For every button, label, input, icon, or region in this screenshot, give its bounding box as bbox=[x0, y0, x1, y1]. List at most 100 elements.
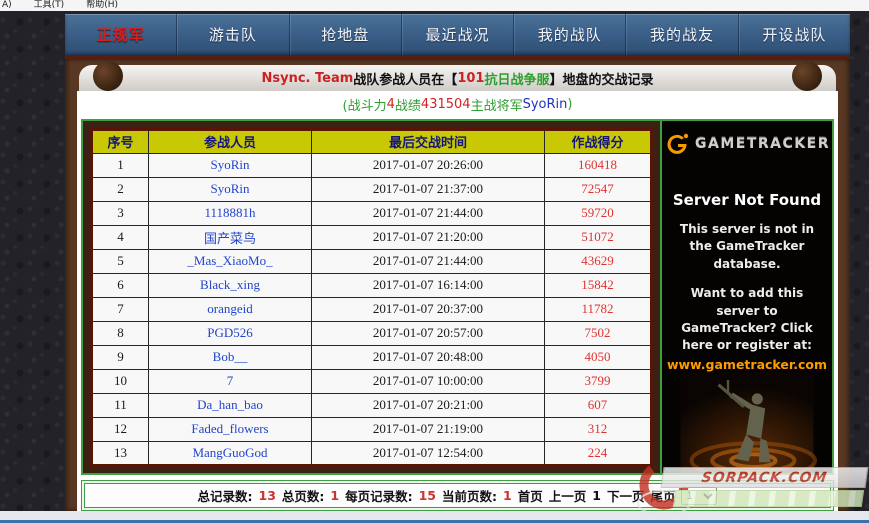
table-row: 10 7 2017-01-07 10:00:00 3799 bbox=[91, 368, 652, 394]
cell-player: SyoRin bbox=[148, 176, 312, 202]
cell-player: Bob__ bbox=[148, 344, 312, 370]
cell-score: 51072 bbox=[544, 224, 652, 250]
table-row: 4 国产菜鸟 2017-01-07 21:20:00 51072 bbox=[91, 224, 652, 250]
nav-tab-最近战况[interactable]: 最近战况 bbox=[400, 14, 513, 56]
score-value: 607 bbox=[587, 397, 608, 412]
table-body: 1 SyoRin 2017-01-07 20:26:00 160418 2 SyoRin 2… bbox=[91, 152, 652, 466]
table-row: 5 _Mas_XiaoMo_ 2017-01-07 21:44:00 43629 bbox=[91, 248, 652, 274]
player-name-link[interactable]: Da_han_bao bbox=[197, 397, 263, 412]
cell-score: 607 bbox=[544, 392, 652, 418]
player-name-link[interactable]: SyoRin bbox=[210, 181, 250, 196]
cell-time: 2017-01-07 21:37:00 bbox=[311, 176, 545, 202]
menu-item-0[interactable]: A) bbox=[2, 0, 12, 10]
cell-player: MangGuoGod bbox=[148, 440, 312, 466]
cell-score: 43629 bbox=[544, 248, 652, 274]
pagination-link-4[interactable]: 尾页 bbox=[650, 489, 676, 504]
pagination-link-2[interactable]: 1 bbox=[592, 488, 601, 503]
score-value: 43629 bbox=[581, 253, 614, 268]
cell-score: 4050 bbox=[544, 344, 652, 370]
cell-player: PGD526 bbox=[148, 320, 312, 346]
score-value: 312 bbox=[587, 421, 608, 436]
menu-item-2[interactable]: 帮助(H) bbox=[86, 0, 118, 10]
table-row: 9 Bob__ 2017-01-07 20:48:00 4050 bbox=[91, 344, 652, 370]
cell-score: 72547 bbox=[544, 176, 652, 202]
cell-player: 国产菜鸟 bbox=[148, 224, 312, 250]
cell-time: 2017-01-07 20:57:00 bbox=[311, 320, 545, 346]
player-name-link[interactable]: MangGuoGod bbox=[192, 444, 268, 460]
nav-tab-开设战队[interactable]: 开设战队 bbox=[737, 14, 850, 56]
table-row: 7 orangeid 2017-01-07 20:37:00 11782 bbox=[91, 296, 652, 322]
ad-line1: This server is not in the GameTracker da… bbox=[679, 222, 815, 271]
table-header-row: 序号 参战人员 最后交战时间 作战得分 bbox=[91, 128, 652, 154]
player-name-link[interactable]: _Mas_XiaoMo_ bbox=[187, 253, 273, 268]
cell-seq: 4 bbox=[91, 224, 149, 250]
cell-seq: 10 bbox=[91, 368, 149, 394]
nav-bar: 正规军 游击队 抢地盘 最近战况 我的战队 我的战友 开设战队 bbox=[65, 14, 850, 56]
score-value: 51072 bbox=[581, 229, 614, 244]
stats-part-1: 4 bbox=[386, 96, 395, 112]
cell-seq: 2 bbox=[91, 176, 149, 202]
cell-seq: 5 bbox=[91, 248, 149, 274]
player-name-link[interactable]: SyoRin bbox=[210, 157, 250, 172]
browser-menubar: A) 工具(T) 帮助(H) bbox=[0, 0, 869, 11]
nav-tab-正规军[interactable]: 正规军 bbox=[96, 26, 145, 45]
cell-time: 2017-01-07 10:00:00 bbox=[311, 368, 545, 394]
pagination-stat-value-2: 15 bbox=[418, 488, 437, 503]
panel-body: (战斗力 4 战绩 431504 主战将军 SyoRin) 序号 参战人员 最后交战时间作… bbox=[77, 91, 838, 511]
nav-tab-抢地盘[interactable]: 抢地盘 bbox=[288, 14, 401, 56]
ad-url-link[interactable]: www.gametracker.com bbox=[666, 356, 828, 372]
stats-part-4: 主战将军 bbox=[470, 98, 523, 114]
cell-time: 2017-01-07 21:44:00 bbox=[311, 248, 545, 274]
player-name-link[interactable]: Bob__ bbox=[212, 349, 248, 364]
cell-seq: 6 bbox=[91, 272, 149, 298]
main-panel: Nsync. Team 战队参战人员在【 101 抗日战争服 】地盘的交战记录 (战斗力… bbox=[65, 59, 850, 511]
ad-line2: Want to add this server to GameTracker? … bbox=[681, 286, 813, 353]
player-name-link[interactable]: 国产菜鸟 bbox=[203, 230, 256, 246]
player-name-link[interactable]: 1118881h bbox=[204, 205, 256, 220]
score-value: 4050 bbox=[584, 349, 611, 364]
pagination-stat-value-0: 13 bbox=[258, 488, 276, 503]
stats-part-3: 431504 bbox=[420, 96, 471, 112]
cell-time: 2017-01-07 21:44:00 bbox=[311, 200, 545, 226]
column-header-1: 参战人员 bbox=[148, 128, 312, 154]
player-name-link[interactable]: 7 bbox=[226, 373, 234, 388]
cell-seq: 1 bbox=[91, 152, 149, 178]
stats-part-2: 战绩 bbox=[394, 98, 421, 114]
cell-time: 2017-01-07 20:37:00 bbox=[311, 296, 545, 322]
pagination-link-1[interactable]: 上一页 bbox=[548, 489, 587, 504]
server-number: 101 bbox=[457, 70, 485, 86]
score-value: 160418 bbox=[578, 157, 617, 172]
column-header-2: 最后交战时间 bbox=[311, 128, 545, 154]
cell-score: 15842 bbox=[544, 272, 652, 298]
pagination-link-0[interactable]: 首页 bbox=[517, 489, 543, 504]
table-row: 3 1118881h 2017-01-07 21:44:00 59720 bbox=[91, 200, 652, 226]
pagination-link-3[interactable]: 下一页 bbox=[606, 489, 645, 504]
nav-tab-我的战队[interactable]: 我的战队 bbox=[513, 14, 625, 56]
page-select[interactable]: 1 bbox=[681, 486, 718, 505]
pagination-bar: 总记录数: 13 总页数: 1 每页记录数: 15 当前页数: 1 首页 上一页 1 下一页 尾页 1 bbox=[81, 480, 834, 511]
cell-seq: 7 bbox=[91, 296, 149, 322]
gametracker-logo[interactable]: GAMETRACKER bbox=[664, 131, 830, 157]
cell-time: 2017-01-07 16:14:00 bbox=[311, 272, 545, 298]
pagination-stat-value-1: 1 bbox=[330, 488, 340, 503]
cell-score: 11782 bbox=[544, 296, 652, 322]
score-value: 72547 bbox=[581, 181, 614, 196]
menu-item-1[interactable]: 工具(T) bbox=[33, 0, 65, 10]
nav-tab-我的战友[interactable]: 我的战友 bbox=[625, 14, 737, 56]
player-name-link[interactable]: Black_xing bbox=[200, 277, 260, 292]
cell-player: Faded_flowers bbox=[148, 416, 312, 442]
player-name-link[interactable]: PGD526 bbox=[207, 325, 253, 340]
nav-tab-游击队[interactable]: 游击队 bbox=[176, 14, 288, 56]
pagination-stat-label-3: 当前页数: bbox=[442, 489, 498, 504]
table-row: 6 Black_xing 2017-01-07 16:14:00 15842 bbox=[91, 272, 652, 298]
column-header-0: 序号 bbox=[91, 128, 149, 154]
cell-seq: 3 bbox=[91, 200, 149, 226]
player-name-link[interactable]: orangeid bbox=[207, 301, 253, 316]
score-value: 59720 bbox=[581, 205, 614, 220]
stats-part-5: SyoRin bbox=[522, 96, 568, 112]
nav-divider bbox=[65, 55, 850, 59]
table-row: 11 Da_han_bao 2017-01-07 20:21:00 607 bbox=[91, 392, 652, 418]
player-name-link[interactable]: Faded_flowers bbox=[191, 421, 269, 436]
cell-score: 312 bbox=[544, 416, 652, 442]
gametracker-ad: GAMETRACKER Server Not Found This server… bbox=[660, 121, 832, 473]
